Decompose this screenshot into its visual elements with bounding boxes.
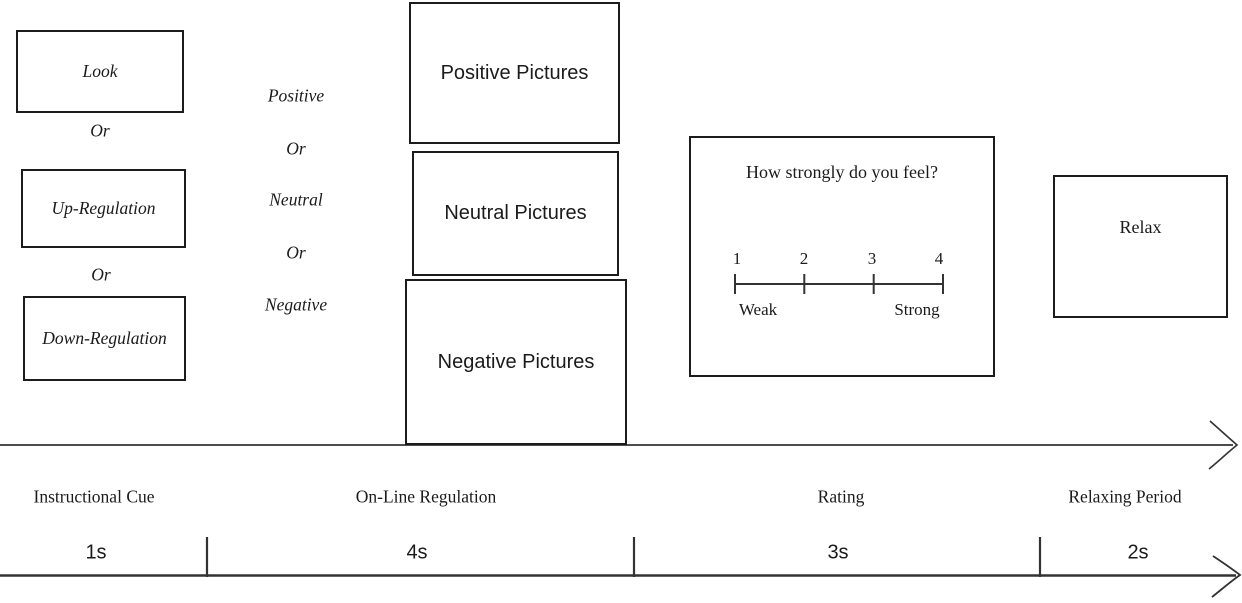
phase-label-relaxing-period: Relaxing Period [1068,486,1182,507]
upper-arrowhead-icon [1208,420,1239,470]
cue-box-up-regulation-label: Up-Regulation [51,198,156,218]
negative-pictures-box: Negative Pictures [405,279,627,445]
upper-timeline-arrow [0,420,1239,470]
rating-scale: 1 2 3 4 Weak Strong [733,249,944,319]
phase-duration-rating: 3s [827,541,849,564]
rating-question: How strongly do you feel? [746,162,938,182]
scale-min-label: Weak [739,300,778,319]
phase-duration-instructional-cue: 1s [85,541,107,564]
scale-point-1: 1 [733,249,742,268]
phase-duration-online-regulation: 4s [406,541,428,564]
scale-point-3: 3 [868,249,877,268]
cue-box-up-regulation: Up-Regulation [21,169,186,248]
neutral-pictures-box: Neutral Pictures [412,151,619,276]
valence-or-1: Or [286,138,306,159]
valence-positive: Positive [267,85,325,106]
cue-or-separator-2: Or [91,264,111,285]
lower-timeline-arrow [0,537,1242,598]
cue-box-look-label: Look [82,61,118,81]
scale-max-label: Strong [894,300,940,319]
valence-or-2: Or [286,242,306,263]
negative-pictures-label: Negative Pictures [437,350,595,373]
phase-label-online-regulation: On-Line Regulation [355,486,497,507]
valence-neutral: Neutral [269,189,323,210]
phase-label-instructional-cue: Instructional Cue [33,486,155,507]
rating-panel: How strongly do you feel? 1 2 3 4 Weak S… [689,136,995,377]
positive-pictures-label: Positive Pictures [440,61,589,84]
cue-box-down-regulation: Down-Regulation [23,296,186,381]
relax-label: Relax [1119,217,1162,237]
neutral-pictures-label: Neutral Pictures [444,202,587,224]
positive-pictures-box: Positive Pictures [409,2,620,144]
phase-duration-relaxing-period: 2s [1127,541,1149,564]
scale-point-2: 2 [800,249,809,268]
phase-label-rating: Rating [817,486,865,507]
lower-arrowhead-icon [1211,555,1242,598]
cue-box-look: Look [16,30,184,113]
relax-box: Relax [1053,175,1228,318]
cue-or-separator-1: Or [90,120,110,141]
scale-point-4: 4 [935,249,944,268]
cue-box-down-regulation-label: Down-Regulation [42,328,167,348]
valence-negative: Negative [264,294,328,315]
